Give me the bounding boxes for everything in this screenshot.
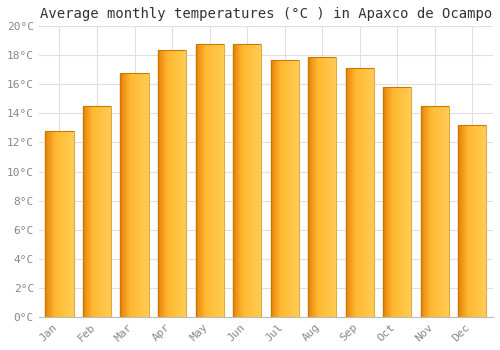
Title: Average monthly temperatures (°C ) in Apaxco de Ocampo: Average monthly temperatures (°C ) in Ap…: [40, 7, 492, 21]
